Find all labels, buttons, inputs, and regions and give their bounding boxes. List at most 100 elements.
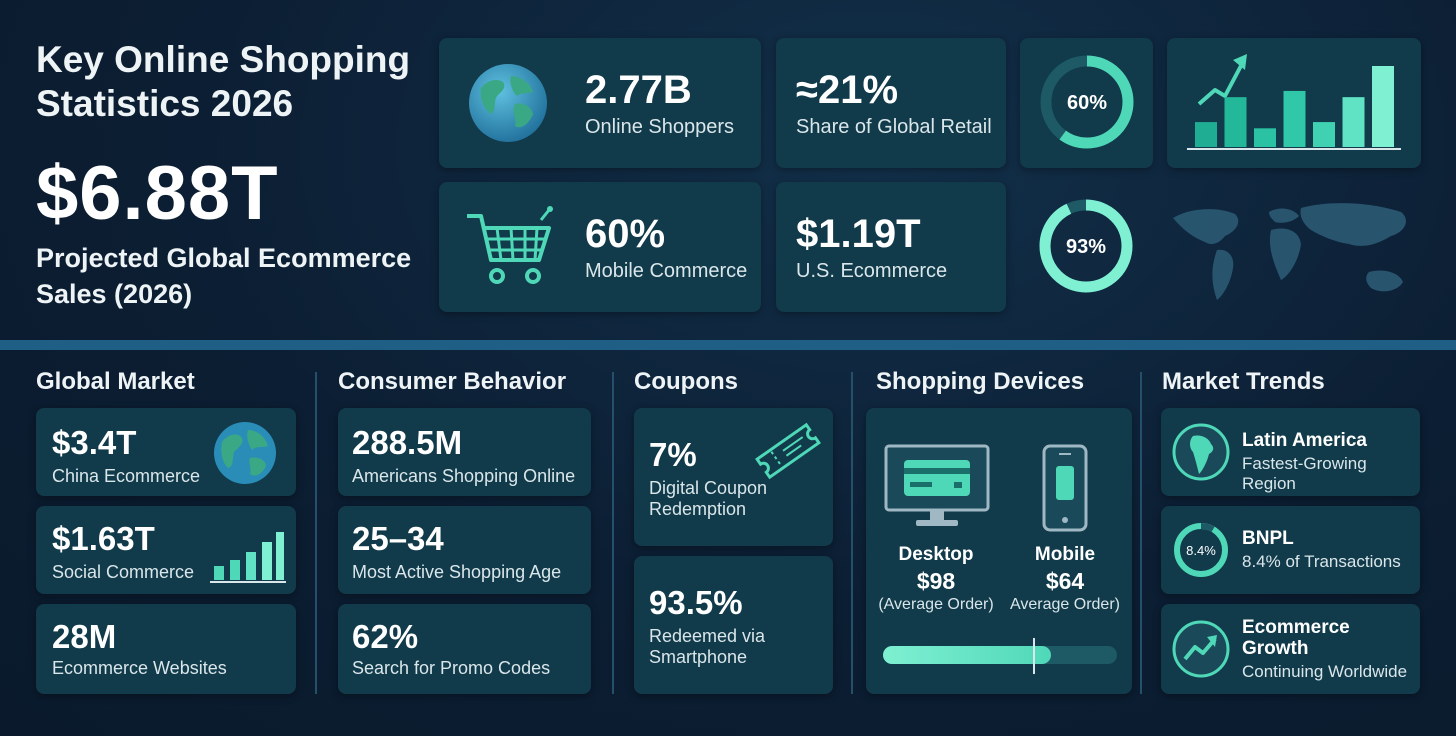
global-market-card-china: $3.4T China Ecommerce — [36, 408, 296, 496]
smartphone-redeemed-label-line2: Smartphone — [649, 647, 748, 667]
social-commerce-label: Social Commerce — [52, 562, 195, 582]
china-ecommerce-value: $3.4T — [52, 424, 137, 461]
mini-bar-chart — [1187, 54, 1401, 150]
ecommerce-websites-label: Ecommerce Websites — [52, 658, 227, 678]
globe-icon — [214, 422, 276, 484]
mobile-commerce-label: Mobile Commerce — [585, 260, 748, 282]
stat-card-online-shoppers: 2.77B Online Shoppers — [439, 38, 761, 168]
china-ecommerce-label: China Ecommerce — [52, 466, 201, 486]
donut-chart-60: 60% — [1040, 55, 1134, 149]
desktop-value: $98 — [916, 568, 956, 594]
consumer-behavior-title: Consumer Behavior — [338, 368, 567, 395]
digital-coupon-label-line1: Digital Coupon — [649, 478, 768, 498]
device-bar-marker — [1033, 638, 1035, 674]
page-title: Key Online Shopping Statistics 2026 — [36, 39, 411, 124]
mini-chart-bar — [1195, 122, 1217, 147]
global-retail-share-value: ≈21% — [796, 68, 899, 112]
mini-chart-bar — [1254, 128, 1276, 147]
bnpl-ring-label: 8.4% — [1186, 543, 1216, 558]
americans-online-value: 288.5M — [352, 424, 463, 461]
latin-america-sub: Fastest-Growing Region — [1242, 454, 1367, 493]
mini-chart-bar — [1283, 90, 1306, 147]
bnpl-ring-arc — [1174, 523, 1228, 577]
consumer-card-age: 25–34 Most Active Shopping Age — [338, 506, 591, 594]
global-market-card-websites: 28M Ecommerce Websites — [36, 604, 296, 694]
market-trends-title: Market Trends — [1162, 368, 1325, 395]
coupons-title: Coupons — [634, 368, 738, 395]
desktop-title: Desktop — [898, 544, 974, 565]
mobile-value: $64 — [1045, 568, 1085, 594]
social-commerce-value: $1.63T — [52, 520, 155, 557]
bar-chart-icon — [210, 532, 286, 583]
consumer-card-americans: 288.5M Americans Shopping Online — [338, 408, 591, 496]
section-separator — [851, 372, 853, 694]
us-ecommerce-label: U.S. Ecommerce — [796, 260, 948, 282]
donut-60-arc — [1040, 55, 1134, 149]
trend-card-ecommerce-growth: Ecommerce Growth Continuing Worldwide — [1161, 604, 1420, 694]
shopping-devices-card: Desktop $98 (Average Order) Mobile $64 A… — [866, 408, 1132, 694]
donut-chart-93: 93% — [1039, 199, 1133, 293]
digital-coupon-value: 7% — [649, 436, 697, 473]
stat-card-global-retail-share: ≈21% Share of Global Retail — [776, 38, 1006, 168]
stat-card-us-ecommerce: $1.19T U.S. Ecommerce — [776, 182, 1006, 312]
device-comparison-bar-track — [883, 646, 1117, 664]
americans-online-label: Americans Shopping Online — [352, 466, 576, 486]
device-comparison-bar-fill — [883, 646, 1052, 664]
bnpl-sub: 8.4% of Transactions — [1242, 552, 1401, 571]
promo-search-value: 62% — [352, 618, 419, 655]
bnpl-title: BNPL — [1242, 528, 1294, 549]
global-market-card-social: $1.63T Social Commerce — [36, 506, 296, 594]
desktop-sub: (Average Order) — [878, 596, 994, 613]
world-map-icon — [1173, 203, 1406, 300]
digital-coupon-label-line2: Redemption — [649, 499, 747, 519]
mini-chart-bar — [1372, 66, 1394, 147]
active-age-label: Most Active Shopping Age — [352, 562, 562, 582]
trend-card-bnpl: 8.4% BNPL 8.4% of Transactions — [1161, 506, 1420, 594]
consumer-card-promo: 62% Search for Promo Codes — [338, 604, 591, 694]
coupon-ticket-icon — [755, 422, 821, 480]
global-market-title: Global Market — [36, 368, 195, 395]
bnpl-ring-chart: 8.4% — [1174, 523, 1228, 577]
shopping-devices-title: Shopping Devices — [876, 368, 1085, 395]
active-age-value: 25–34 — [352, 520, 444, 557]
section-divider — [0, 340, 1456, 350]
ecommerce-growth-title-line2: Growth — [1242, 638, 1309, 659]
section-separator — [315, 372, 317, 694]
hero-big-value: $6.88T — [36, 151, 279, 236]
section-separator — [612, 372, 614, 694]
smartphone-redeemed-value: 93.5% — [649, 584, 743, 621]
online-shoppers-label: Online Shoppers — [585, 116, 734, 138]
us-ecommerce-value: $1.19T — [796, 212, 921, 256]
mini-chart-bar — [1224, 97, 1247, 147]
smartphone-redeemed-label-line1: Redeemed via — [649, 626, 766, 646]
mobile-commerce-value: 60% — [585, 212, 666, 256]
mobile-title: Mobile — [1034, 544, 1096, 565]
trend-up-arrow-icon — [1197, 54, 1247, 106]
promo-search-label: Search for Promo Codes — [352, 658, 551, 678]
latin-america-globe-icon — [1172, 423, 1230, 481]
desktop-computer-icon — [884, 444, 990, 526]
mini-bar-chart-card — [1167, 38, 1421, 168]
mobile-phone-icon — [1042, 444, 1088, 532]
section-separator — [1140, 372, 1142, 694]
growth-arrow-icon — [1172, 620, 1230, 678]
coupon-card-smartphone: 93.5% Redeemed via Smartphone — [634, 556, 833, 694]
mini-chart-bar — [1313, 122, 1335, 147]
coupon-card-digital: 7% Digital Coupon Redemption — [634, 408, 833, 546]
mobile-sub: Average Order) — [1010, 596, 1120, 613]
globe-icon — [469, 64, 547, 142]
global-retail-share-label: Share of Global Retail — [796, 116, 992, 138]
stat-card-mobile-commerce: 60% Mobile Commerce — [439, 182, 761, 312]
hero-subtitle: Projected Global Ecommerce Sales (2026) — [36, 243, 412, 309]
donut-93-label: 93% — [1066, 236, 1106, 258]
ecommerce-growth-sub: Continuing Worldwide — [1242, 662, 1408, 681]
donut-60-label: 60% — [1067, 92, 1107, 114]
ecommerce-websites-value: 28M — [52, 618, 117, 655]
ecommerce-growth-title-line1: Ecommerce — [1242, 617, 1350, 638]
trend-card-latin-america: Latin America Fastest-Growing Region — [1161, 408, 1420, 496]
latin-america-title: Latin America — [1242, 430, 1367, 451]
online-shoppers-value: 2.77B — [585, 68, 692, 112]
shopping-cart-icon — [467, 206, 553, 284]
donut-card-60: 60% — [1020, 38, 1153, 168]
donut-93-arc — [1039, 199, 1133, 293]
